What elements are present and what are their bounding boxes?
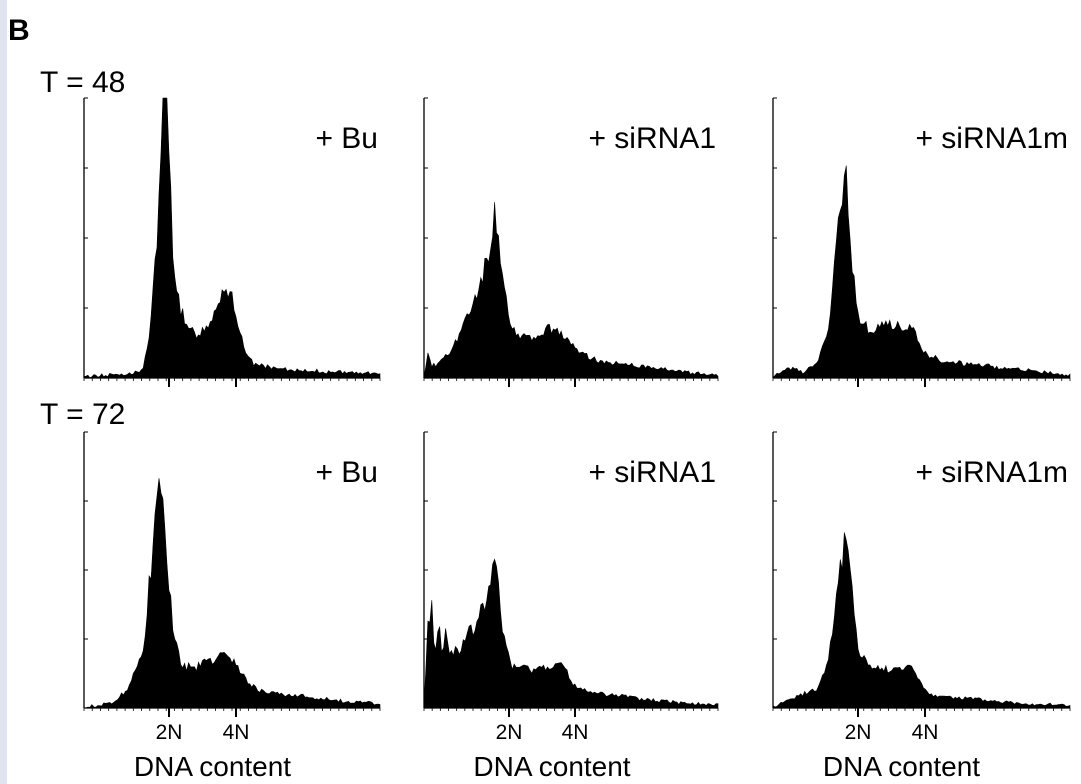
histogram-area-0 [83, 97, 381, 379]
x-axis-label-3: DNA content [134, 751, 291, 782]
panel-label-3: + Bu [315, 456, 378, 489]
x-tick-label-4-0: 2N [496, 721, 523, 744]
x-axis-label-4: DNA content [473, 751, 630, 782]
row-label-t72: T = 72 [40, 398, 125, 431]
panel-letter: B [8, 14, 30, 47]
histogram-area-2 [772, 165, 1071, 379]
panel-label-5: + siRNA1m [915, 456, 1068, 489]
panel-label-0: + Bu [315, 122, 378, 155]
panel-label-1: + siRNA1 [588, 122, 716, 155]
histogram-area-1 [423, 202, 719, 379]
x-tick-label-5-0: 2N [845, 721, 872, 744]
left-edge-strip [0, 0, 7, 784]
row-label-t48: T = 48 [40, 66, 125, 99]
x-axis-label-5: DNA content [823, 751, 980, 782]
panel-label-2: + siRNA1m [915, 122, 1068, 155]
x-tick-label-4-1: 4N [562, 721, 589, 744]
histogram-area-5 [772, 532, 1071, 709]
x-tick-label-3-0: 2N [156, 721, 183, 744]
x-tick-label-3-1: 4N [223, 721, 250, 744]
x-tick-label-5-1: 4N [912, 721, 939, 744]
panel-label-4: + siRNA1 [588, 456, 716, 489]
histogram-area-4 [423, 558, 719, 709]
histogram-area-3 [83, 478, 381, 709]
